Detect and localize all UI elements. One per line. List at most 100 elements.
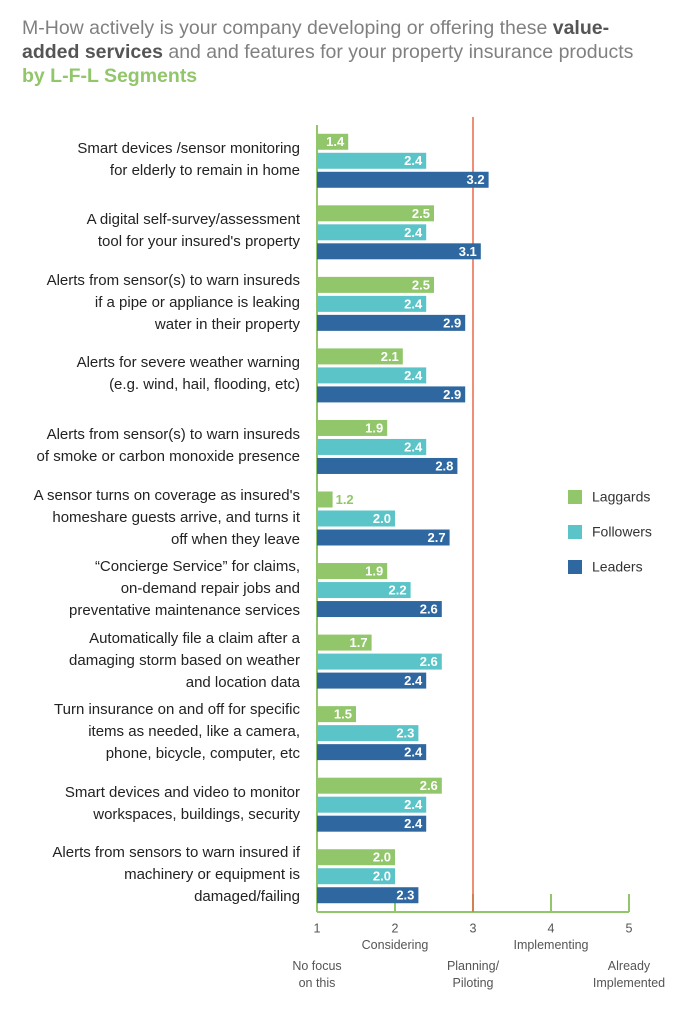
scale-label: Already Implemented: [592, 959, 666, 990]
bar: [317, 243, 481, 260]
bar: [317, 601, 442, 618]
title-segment: by L-F-L Segments: [22, 65, 198, 87]
bar: [317, 725, 419, 742]
bar: [317, 491, 333, 508]
legend-swatch: [568, 525, 582, 539]
scale-label: Implementing: [513, 938, 589, 952]
value-label: 1.9: [365, 563, 383, 578]
bar: [317, 171, 489, 188]
value-label: 1.9: [365, 420, 383, 435]
value-label: 2.9: [443, 387, 461, 402]
x-tick-label: 2: [392, 921, 399, 935]
value-label: 2.6: [420, 654, 438, 669]
value-label: 2.4: [404, 153, 423, 168]
value-label: 2.0: [373, 869, 391, 884]
legend-label: Followers: [592, 524, 652, 540]
category-label: Smart devices /sensor monitoring for eld…: [77, 139, 300, 179]
category-label: A digital self-survey/assessment tool fo…: [86, 211, 300, 251]
category-label: Alerts for severe weather warning (e.g. …: [76, 354, 300, 394]
value-label: 2.0: [373, 850, 391, 865]
bar: [317, 152, 427, 169]
bar: [317, 419, 388, 436]
bar: [317, 849, 395, 866]
x-tick-label: 5: [626, 921, 633, 935]
bar: [317, 887, 419, 904]
bar: [317, 796, 427, 813]
value-label: 2.8: [435, 458, 453, 473]
category-label: Automatically file a claim after a damag…: [69, 629, 300, 691]
value-label: 2.4: [404, 673, 423, 688]
bar: [317, 744, 427, 761]
value-label: 1.2: [336, 492, 354, 507]
legend-swatch: [568, 490, 582, 504]
value-label: 1.7: [350, 635, 368, 650]
chart-title: M-How actively is your company developin…: [22, 16, 652, 88]
value-label: 2.1: [381, 349, 399, 364]
value-label: 2.4: [404, 225, 423, 240]
value-label: 2.3: [396, 888, 414, 903]
x-tick-label: 4: [548, 921, 555, 935]
bar: [317, 672, 427, 689]
bar: [317, 706, 356, 723]
bar: [317, 815, 427, 832]
bar: [317, 563, 388, 580]
legend-swatch: [568, 560, 582, 574]
value-label: 2.6: [420, 601, 438, 616]
scale-label: Considering: [361, 938, 429, 952]
value-label: 2.9: [443, 315, 461, 330]
bar: [317, 224, 427, 241]
bar: [317, 868, 395, 885]
title-bold: value-added services: [22, 17, 610, 63]
value-label: 2.4: [404, 745, 423, 760]
bar: [317, 457, 458, 474]
bar: [317, 367, 427, 384]
scale-label: Planning/ Piloting: [446, 959, 500, 990]
bar: [317, 529, 450, 546]
value-label: 2.0: [373, 511, 391, 526]
bar: [317, 314, 466, 331]
value-label: 3.2: [467, 172, 485, 187]
bar: [317, 777, 442, 794]
category-label: Turn insurance on and off for specific i…: [54, 701, 300, 763]
value-label: 2.2: [389, 582, 407, 597]
bar: [317, 386, 466, 403]
title-text: and and features for your property insur…: [168, 41, 634, 63]
bar: [317, 634, 372, 651]
value-label: 2.5: [412, 206, 430, 221]
bar: [317, 276, 434, 293]
value-label: 2.4: [404, 797, 423, 812]
bar: [317, 295, 427, 312]
legend-label: Leaders: [592, 559, 643, 575]
bar: [317, 133, 349, 150]
value-label: 2.4: [404, 816, 423, 831]
x-tick-label: 3: [470, 921, 477, 935]
category-label: Alerts from sensor(s) to warn insureds i…: [46, 271, 300, 333]
scale-label: No focus on this: [292, 959, 342, 990]
value-label: 2.6: [420, 778, 438, 793]
value-label: 2.4: [404, 368, 423, 383]
value-label: 3.1: [459, 244, 477, 259]
value-label: 2.4: [404, 296, 423, 311]
value-label: 2.4: [404, 439, 423, 454]
title-text: M-How actively is your company developin…: [22, 17, 548, 39]
bar: [317, 438, 427, 455]
category-label: A sensor turns on coverage as insured's …: [33, 486, 300, 548]
value-label: 2.5: [412, 277, 430, 292]
value-label: 2.3: [396, 726, 414, 741]
bar: [317, 510, 395, 527]
value-label: 2.7: [428, 530, 446, 545]
bar: [317, 653, 442, 670]
value-label: 1.4: [326, 134, 345, 149]
x-tick-label: 1: [314, 921, 321, 935]
category-label: “Concierge Service” for claims, on-deman…: [69, 558, 300, 620]
category-label: Smart devices and video to monitor works…: [64, 783, 300, 823]
category-label: Alerts from sensor(s) to warn insureds o…: [36, 425, 300, 465]
bar: [317, 582, 411, 599]
bar: [317, 348, 403, 365]
legend-label: Laggards: [592, 489, 650, 505]
bar: [317, 205, 434, 222]
category-label: Alerts from sensors to warn insured if m…: [52, 844, 300, 906]
value-label: 1.5: [334, 707, 352, 722]
